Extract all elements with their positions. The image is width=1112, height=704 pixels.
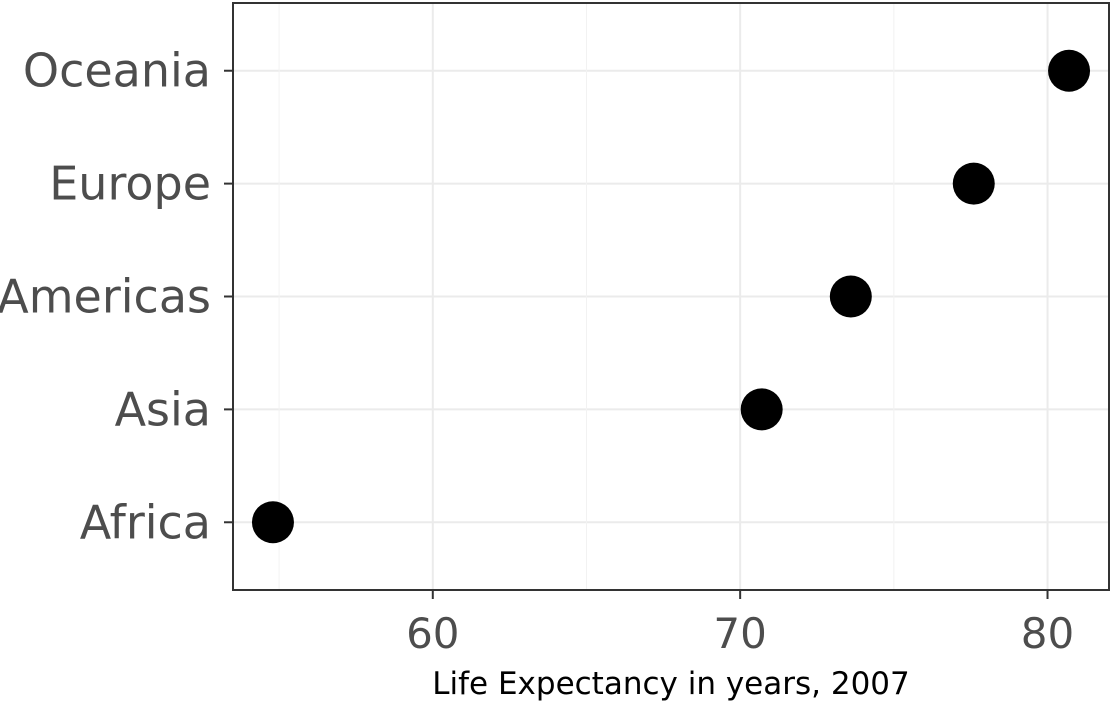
- x-axis-title: Life Expectancy in years, 2007: [432, 666, 910, 702]
- axis-ticks: [224, 69, 1049, 599]
- grid-lines: [233, 3, 1109, 590]
- data-point-americas: [829, 275, 872, 318]
- x-tick-label-80: 80: [1021, 609, 1074, 658]
- data-points: [251, 49, 1091, 544]
- x-tick-label-70: 70: [713, 609, 766, 658]
- data-point-oceania: [1048, 49, 1091, 92]
- y-axis-tick-labels: Africa Asia Americas Europe Oceania: [0, 44, 211, 550]
- x-tick-label-60: 60: [406, 609, 459, 658]
- y-tick-label-asia: Asia: [115, 382, 211, 436]
- y-tick-label-africa: Africa: [80, 495, 211, 549]
- y-tick-label-oceania: Oceania: [23, 44, 211, 98]
- x-axis-tick-labels: 60 70 80: [406, 609, 1074, 658]
- data-point-europe: [952, 162, 995, 205]
- data-point-africa: [251, 501, 294, 544]
- data-point-asia: [740, 388, 783, 431]
- y-tick-label-europe: Europe: [49, 157, 211, 211]
- y-tick-label-americas: Americas: [0, 270, 211, 324]
